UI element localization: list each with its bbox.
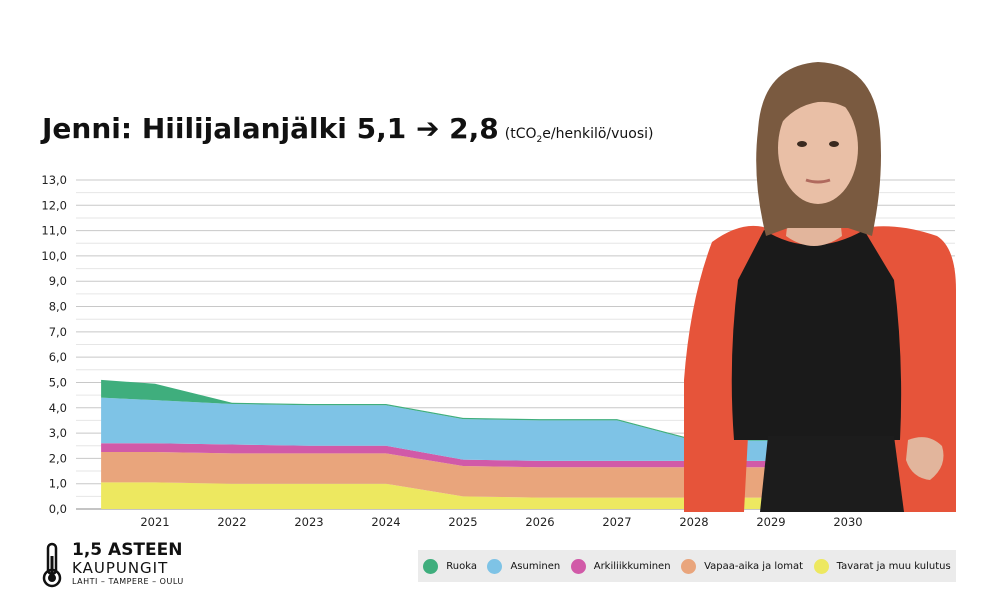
y-tick-label: 8,0 xyxy=(49,300,67,314)
x-tick-label: 2028 xyxy=(679,515,708,529)
y-tick-label: 2,0 xyxy=(49,451,67,465)
logo-line2: KAUPUNGIT xyxy=(72,559,169,577)
logo-line3: LAHTI – TAMPERE – OULU xyxy=(72,577,184,586)
legend-item: Vapaa-aika ja lomat xyxy=(681,558,804,574)
y-axis-ticks: 0,0 1,0 2,0 3,0 4,0 5,0 6,0 7,0 8,0 9,0 10,0 11,0 12… xyxy=(41,173,67,516)
legend-swatch xyxy=(813,558,829,574)
logo-line1: 1,5 ASTEEN xyxy=(72,540,183,560)
y-tick-label: 1,0 xyxy=(49,477,67,491)
x-tick-label: 2023 xyxy=(294,515,323,529)
x-tick-label: 2021 xyxy=(140,515,169,529)
x-tick-label: 2026 xyxy=(525,515,554,529)
legend-item: Ruoka xyxy=(423,558,477,574)
y-tick-label: 9,0 xyxy=(49,274,67,288)
x-tick-label: 2030 xyxy=(833,515,862,529)
chart-title-unit: (tCO2e/henkilö/vuosi) xyxy=(504,126,654,145)
x-tick-label: 2024 xyxy=(371,515,400,529)
y-tick-label: 4,0 xyxy=(49,401,67,415)
legend-label: Ruoka xyxy=(446,560,477,572)
x-tick-label: 2029 xyxy=(756,515,785,529)
legend: Ruoka Asuminen Arkiliikkuminen Vapaa-aika j… xyxy=(418,550,956,582)
legend-swatch xyxy=(681,558,697,574)
legend-label: Vapaa-aika ja lomat xyxy=(704,560,804,572)
area-series xyxy=(101,379,849,509)
x-tick-label: 2027 xyxy=(602,515,631,529)
y-tick-label: 0,0 xyxy=(49,502,67,516)
legend-item: Asuminen xyxy=(487,558,561,574)
logo: 1,5 ASTEEN KAUPUNGIT LAHTI – TAMPERE – O… xyxy=(40,540,230,590)
legend-label: Tavarat ja muu kulutus xyxy=(836,560,951,572)
y-tick-label: 13,0 xyxy=(41,173,67,187)
area-tavarat-ja-muu-kulutus xyxy=(101,482,849,509)
x-tick-label: 2022 xyxy=(217,515,246,529)
legend-swatch xyxy=(487,558,503,574)
y-tick-label: 11,0 xyxy=(41,224,67,238)
y-tick-label: 5,0 xyxy=(49,375,67,389)
chart-title: Jenni: Hiilijalanjälki 5,1 ➔ 2,8 (tCO2e/h… xyxy=(42,112,654,145)
legend-label: Asuminen xyxy=(510,560,561,572)
unit-suffix: e/henkilö/vuosi) xyxy=(542,126,654,142)
person-photo xyxy=(684,62,956,512)
legend-item: Tavarat ja muu kulutus xyxy=(813,558,951,574)
thermometer-icon xyxy=(42,542,62,588)
chart-title-main: Jenni: Hiilijalanjälki 5,1 ➔ 2,8 xyxy=(42,112,499,145)
x-axis-ticks: 2021 2022 2023 2024 2025 2026 2027 2028 2029 2030 xyxy=(140,515,862,529)
y-tick-label: 6,0 xyxy=(49,350,67,364)
legend-swatch xyxy=(423,558,439,574)
unit-subscript: 2 xyxy=(536,134,543,145)
x-tick-label: 2025 xyxy=(448,515,477,529)
y-tick-label: 10,0 xyxy=(41,249,67,263)
legend-swatch xyxy=(570,558,586,574)
y-tick-label: 7,0 xyxy=(49,325,67,339)
area-arkiliikkuminen xyxy=(101,443,849,468)
area-vapaa-aika-ja-lomat xyxy=(101,452,849,498)
y-tick-label: 12,0 xyxy=(41,198,67,212)
y-tick-label: 3,0 xyxy=(49,426,67,440)
unit-prefix: (tCO xyxy=(504,126,537,142)
legend-label: Arkiliikkuminen xyxy=(593,560,671,572)
legend-item: Arkiliikkuminen xyxy=(570,558,671,574)
area-asuminen xyxy=(101,397,849,461)
